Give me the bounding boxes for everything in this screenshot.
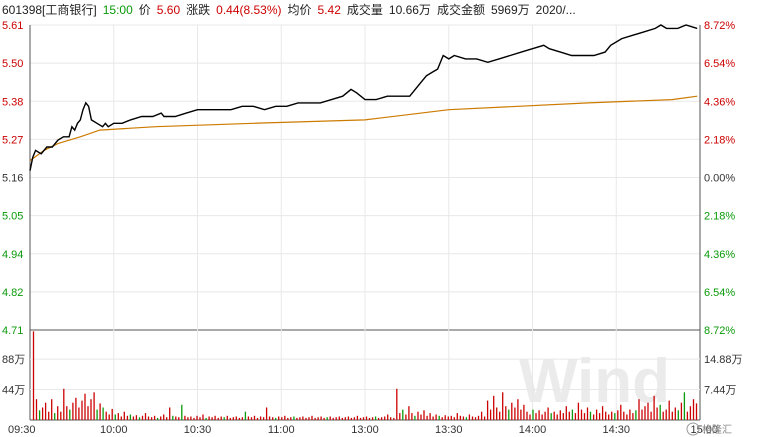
- volume-axis-label-right: 7.44万: [704, 385, 736, 397]
- time-axis-label: 10:30: [184, 424, 212, 436]
- price-axis-label: 5.16: [2, 173, 23, 185]
- pct-axis-label: 6.54%: [704, 287, 735, 299]
- wind-watermark: Wind: [519, 347, 670, 416]
- price-axis-label: 5.27: [2, 134, 23, 146]
- time-axis-label: 14:00: [519, 424, 547, 436]
- price-line: [29, 24, 698, 171]
- pct-axis-label: 6.54%: [704, 58, 735, 70]
- time-axis-label: 09:30: [8, 424, 36, 436]
- price-axis-label: 4.82: [2, 287, 23, 299]
- price-axis-label: 5.50: [2, 58, 23, 70]
- amount-value: 5969万: [490, 3, 530, 17]
- stock-code-name: 601398[工商银行]: [2, 3, 97, 17]
- price-axis-label: 5.05: [2, 211, 23, 223]
- avg-price-label: 均价: [287, 3, 312, 17]
- price-axis-label: 5.61: [2, 20, 23, 32]
- time-axis-label: 13:00: [351, 424, 379, 436]
- quote-date: 2020/...: [535, 3, 576, 17]
- price-axis-label: 4.71: [2, 325, 23, 337]
- quote-header: 601398[工商银行] 15:00 价 5.60 涨跌 0.44(8.53%) 均价 5.4…: [0, 0, 758, 20]
- time-axis-label: 11:00: [268, 424, 295, 436]
- pct-axis-label: 8.72%: [704, 20, 735, 32]
- price-value: 5.60: [156, 3, 181, 17]
- time-axis-label: 13:30: [435, 424, 463, 436]
- price-axis-label: 5.38: [2, 96, 23, 108]
- pct-axis-label: 2.18%: [704, 134, 735, 146]
- amount-label: 成交金额: [436, 3, 485, 17]
- price-axis-label: 4.94: [2, 249, 23, 261]
- pct-axis-label: 0.00%: [704, 173, 735, 185]
- time-axis-label: 14:30: [602, 424, 630, 436]
- gelonghui-logo-icon: [686, 422, 700, 436]
- gelonghui-logo-text: 格隆汇: [702, 423, 732, 436]
- quote-time: 15:00: [102, 3, 133, 17]
- pct-axis-label: 4.36%: [704, 249, 735, 261]
- pct-axis-label: 2.18%: [704, 211, 735, 223]
- volume-axis-label: 88万: [2, 354, 25, 366]
- change-label: 涨跌: [186, 3, 211, 17]
- time-axis-label: 10:00: [100, 424, 128, 436]
- volume-value: 10.66万: [388, 3, 431, 17]
- price-label: 价: [138, 3, 151, 17]
- avg-price-line: [29, 95, 698, 162]
- volume-axis-label: 44万: [2, 385, 25, 397]
- pct-axis-label: 8.72%: [704, 325, 735, 337]
- volume-label: 成交量: [346, 3, 383, 17]
- avg-price-value: 5.42: [317, 3, 341, 17]
- change-value: 0.44(8.53%): [216, 3, 282, 17]
- volume-axis-label-right: 14.88万: [704, 354, 743, 366]
- pct-axis-label: 4.36%: [704, 96, 735, 108]
